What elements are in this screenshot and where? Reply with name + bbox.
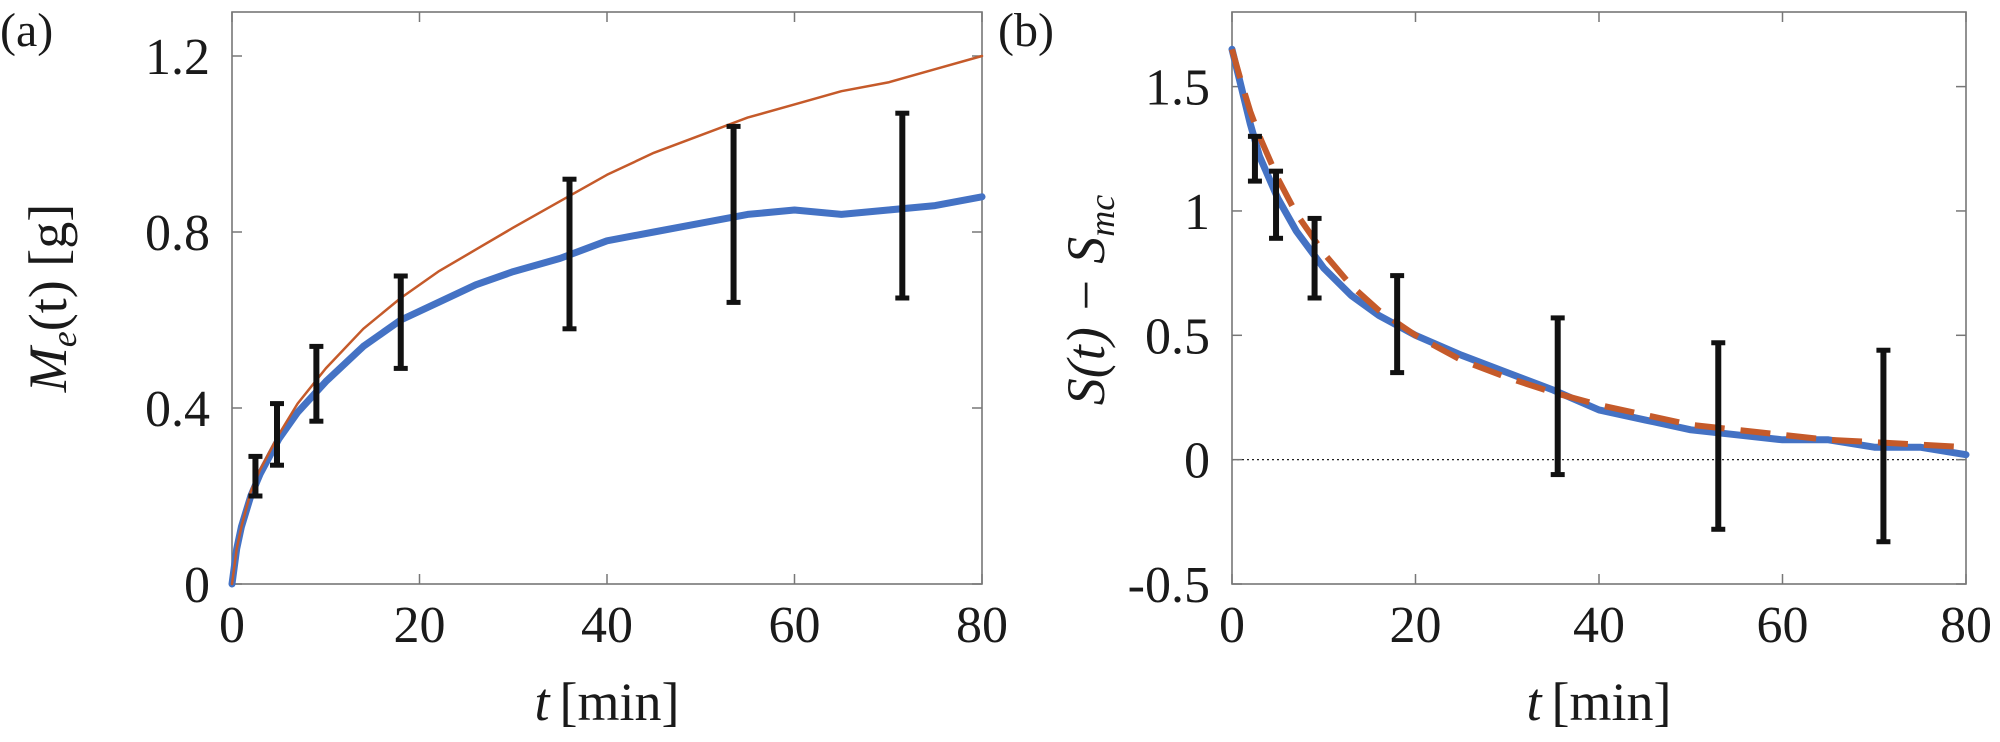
x-axis-label-b: t [min]: [1527, 672, 1672, 732]
x-tick-label: 60: [1757, 597, 1809, 654]
x-axis-unit-b: [min]: [1552, 672, 1672, 732]
x-tick-label: 20: [394, 597, 446, 654]
error-bar: [248, 453, 263, 499]
error-bar: [1390, 273, 1405, 376]
y-tick-label: 1.5: [1145, 60, 1210, 117]
x-tick-label: 20: [1390, 597, 1442, 654]
error-bar: [1876, 347, 1891, 545]
plot-frame-a: [231, 11, 983, 585]
error-bar: [1269, 168, 1284, 241]
x-tick-labels-a: 0 20 40 60 80: [219, 597, 1008, 654]
x-axis-var-a: t: [535, 672, 552, 732]
x-tick-label: 0: [1219, 597, 1245, 654]
x-tick-labels-b: 0 20 40 60 80: [1219, 597, 1992, 654]
error-bars-b: [1247, 133, 1891, 545]
error-bar: [270, 401, 284, 468]
x-tick-label: 40: [581, 597, 633, 654]
error-bar: [1247, 133, 1262, 184]
y-tick-label: 0: [184, 557, 210, 614]
tick-marks-a: [231, 12, 983, 585]
y-axis-sub-a: e: [44, 331, 84, 347]
error-bar: [1550, 315, 1565, 478]
series-line-measured: [228, 193, 986, 588]
y-tick-label: 0.5: [1145, 308, 1210, 365]
series-a: [228, 54, 986, 588]
error-bar: [726, 123, 741, 305]
y-tick-label: -0.5: [1128, 557, 1210, 614]
panel-label-a: (a): [0, 4, 53, 57]
x-tick-label: 80: [956, 597, 1008, 654]
panel-b: (b) 0 20 40 60 80 -0.500.511.5 t [min] S(t) −…: [998, 4, 1992, 732]
series-line-measured: [1228, 45, 1970, 459]
error-bar: [895, 110, 910, 301]
series-b: [1228, 45, 1970, 459]
y-tick-labels-b: -0.5 0 0.5 1 1.5: [1128, 60, 1210, 614]
y-tick-label: 1.2: [145, 29, 210, 86]
x-tick-label: 0: [219, 597, 245, 654]
y-axis-main-a: M: [18, 344, 78, 393]
error-bar: [1711, 340, 1726, 532]
x-tick-label: 80: [1940, 597, 1992, 654]
error-bars-a: [248, 110, 910, 499]
panel-label-b: (b): [998, 4, 1054, 57]
series-line-fit: [1229, 48, 1967, 451]
y-axis-rest-a: (t) [g]: [18, 204, 78, 331]
y-tick-label: 0.4: [145, 381, 210, 438]
error-bar: [309, 343, 324, 424]
error-bar: [1307, 215, 1322, 301]
series-line-model: [230, 54, 984, 586]
y-axis-main-b: S(t) − S: [1056, 237, 1116, 405]
y-tick-label: 1: [1184, 184, 1210, 241]
x-tick-label: 40: [1573, 597, 1625, 654]
error-bar: [562, 176, 577, 332]
y-axis-sub-b: mc: [1082, 195, 1122, 237]
y-axis-label-b: S(t) − Smc: [1056, 195, 1122, 405]
error-bar: [393, 273, 408, 371]
x-axis-label-a: t [min]: [535, 672, 680, 732]
x-axis-unit-a: [min]: [560, 672, 680, 732]
y-axis-label-a: Me(t) [g]: [18, 204, 84, 393]
plot-frame-b: [1231, 11, 1967, 585]
panel-a: (a) 0 20 40 60 80 0 0.4 0.8 1.2 t [min] Me(t) [g…: [0, 4, 1008, 732]
tick-marks-b: [1231, 12, 1967, 585]
y-tick-label: 0.8: [145, 205, 210, 262]
y-tick-labels-a: 0 0.4 0.8 1.2: [145, 29, 210, 614]
x-tick-label: 60: [769, 597, 821, 654]
y-tick-label: 0: [1184, 433, 1210, 490]
x-axis-var-b: t: [1527, 672, 1544, 732]
